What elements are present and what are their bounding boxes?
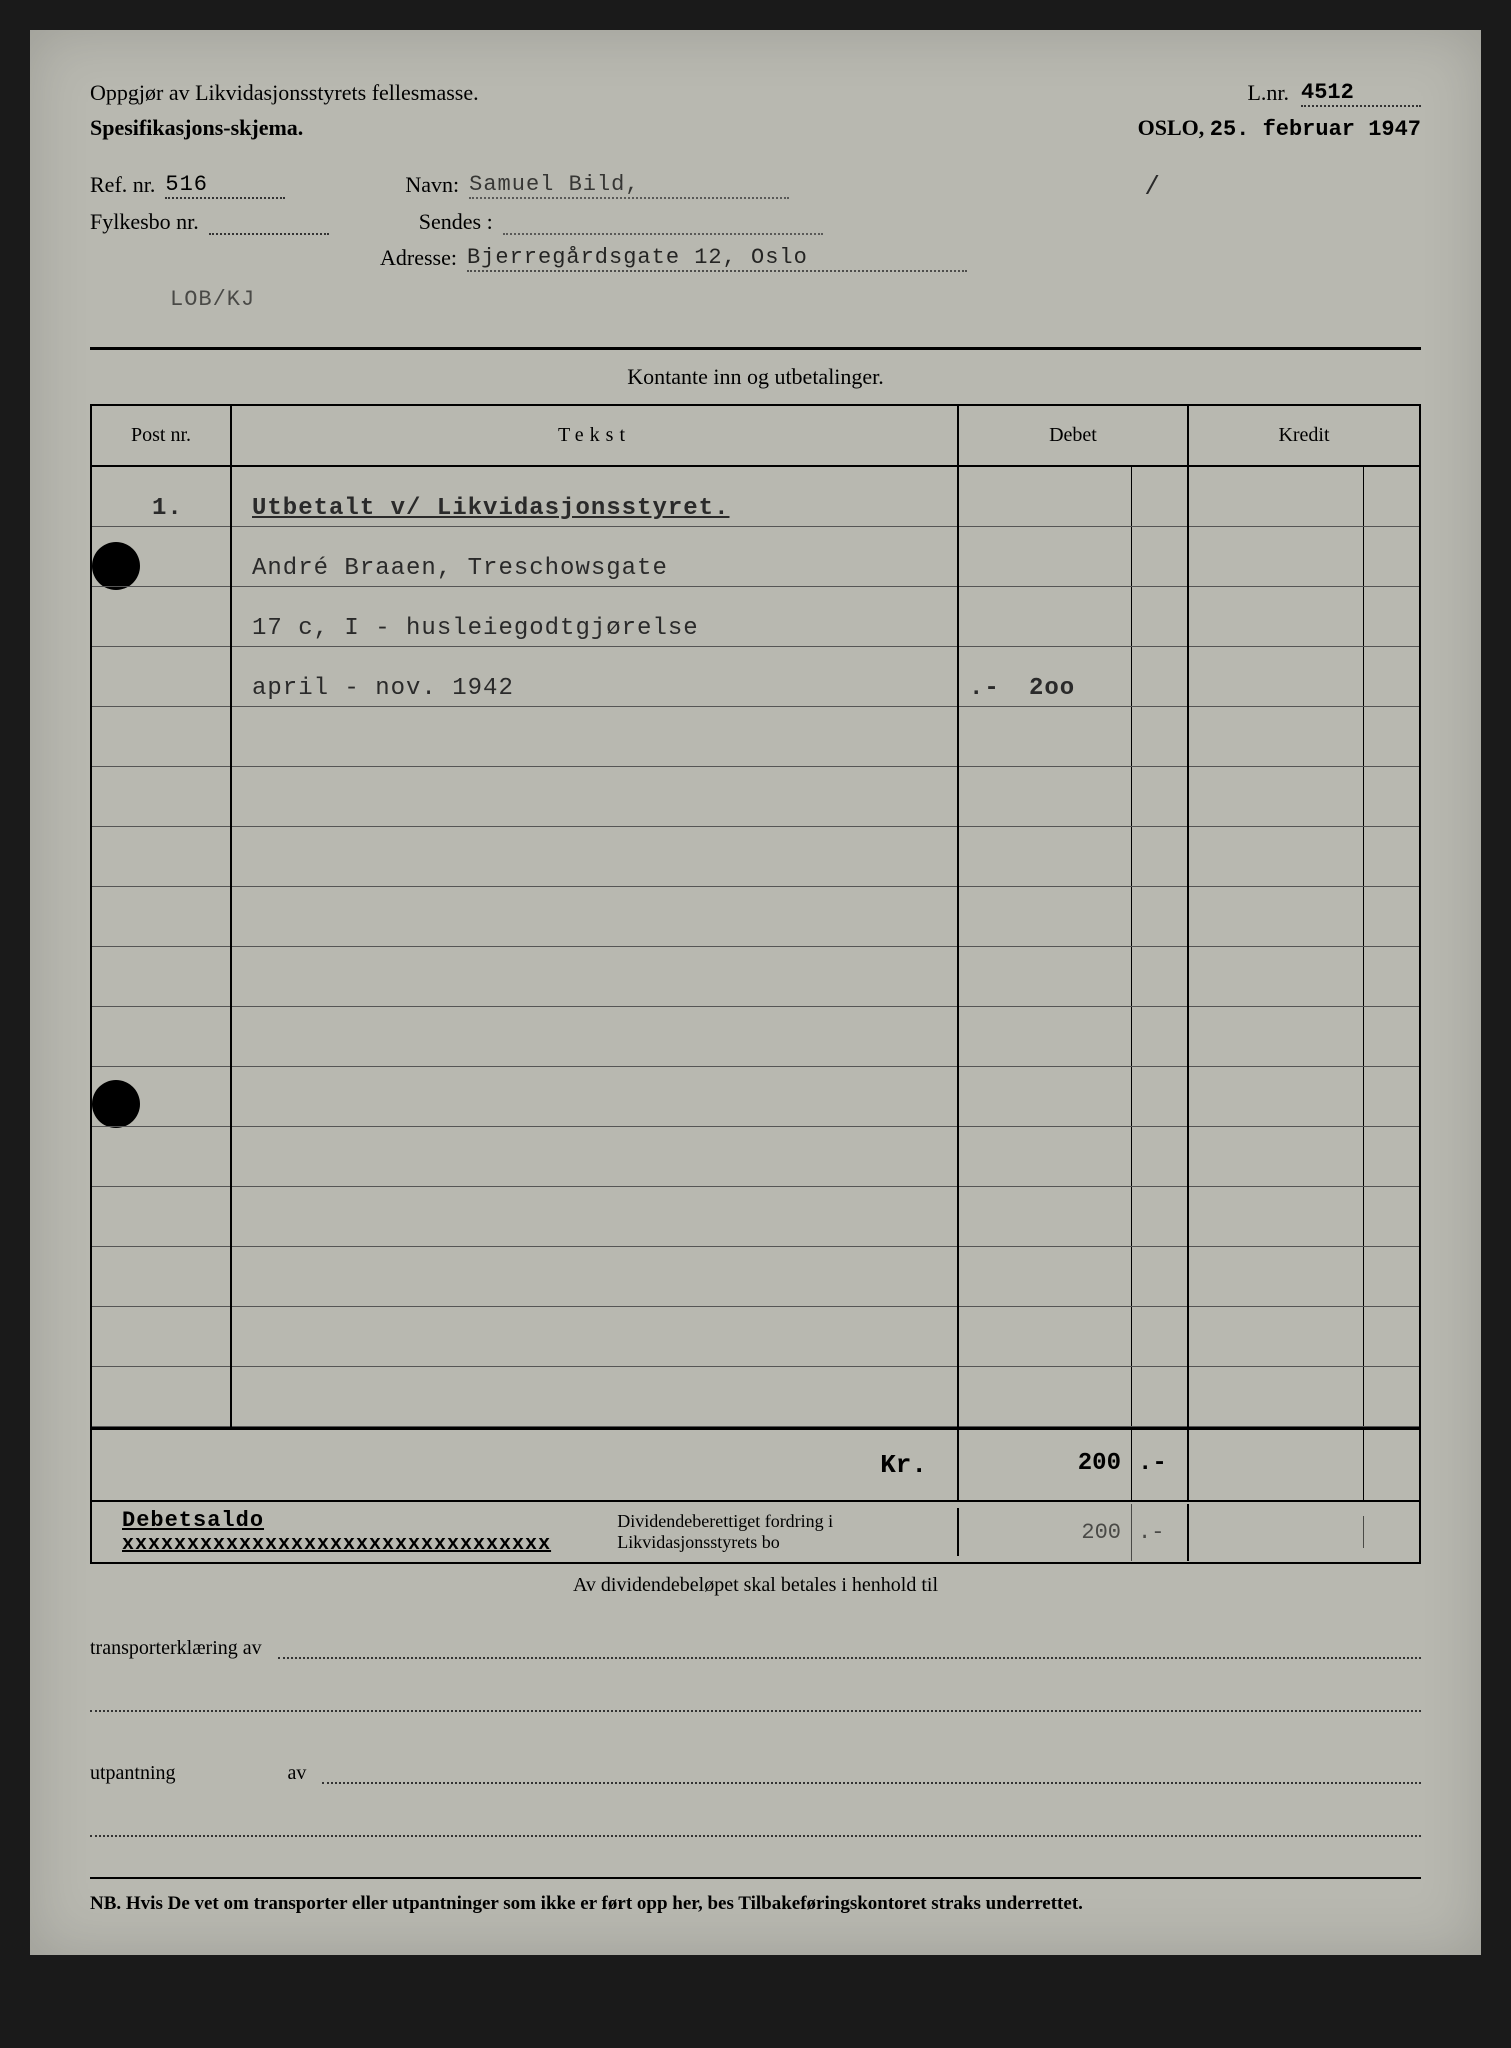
slash-mark: / [1144,172,1161,202]
dividend-debet-cents: .- [1132,1504,1187,1561]
place-date: OSLO, 25. februar 1947 [1138,115,1421,142]
ledger-header: Post nr. Tekst Debet Kredit [92,406,1419,467]
rule [90,347,1421,350]
sendes-label: Sendes : [419,209,493,235]
dividend-kredit [1189,1516,1419,1548]
total-debet-cents: .- [1132,1430,1187,1500]
navn-value: Samuel Bild, [469,172,789,199]
total-row: Kr. 200 .- [90,1427,1421,1502]
col-tekst-header: Tekst [232,406,959,465]
document-page: Oppgjør av Likvidasjonsstyrets fellesmas… [30,30,1481,1955]
entry-line2: André Braaen, Treschowsgate [252,555,668,582]
lnr-value: 4512 [1301,80,1421,107]
debet-column: 2oo .- [959,467,1189,1427]
fordring-label: Dividendeberettiget fordring i Likvidasj… [617,1511,947,1553]
col-debet-header: Debet [959,406,1189,465]
debet-label: Debet [965,424,1181,447]
dividend-row: Debetsaldo xxxxxxxxxxxxxxxxxxxxxxxxxxxxx… [90,1502,1421,1564]
dividend-text: Debetsaldo xxxxxxxxxxxxxxxxxxxxxxxxxxxxx… [92,1508,959,1556]
lnr-label: L.nr. [1247,80,1289,107]
entry-debet-cents: .- [969,675,1000,702]
total-debet-main: 200 [959,1430,1132,1500]
refnr-label: Ref. nr. [90,172,155,199]
entry-line3: 17 c, I - husleiegodtgjørelse [252,615,699,642]
dividend-debet-main: 200 [959,1504,1132,1561]
col-kredit-header: Kredit [1189,406,1419,465]
date-typed: 25. februar 1947 [1210,117,1421,142]
section-title: Kontante inn og utbetalinger. [90,356,1421,404]
lnr-group: L.nr. 4512 [1247,80,1421,107]
entry-line4: april - nov. 1942 [252,675,514,702]
total-debet: 200 .- [959,1430,1189,1500]
place: OSLO, [1138,115,1205,140]
fylkesbo-value [209,209,329,235]
header-row: Oppgjør av Likvidasjonsstyrets fellesmas… [90,80,1421,107]
post-column: 1. [92,467,232,1427]
total-label: Kr. [92,1430,959,1500]
blank-line [90,1710,1421,1712]
kredit-column [1189,467,1419,1427]
col-post-header: Post nr. [92,406,232,465]
blank-line [322,1764,1421,1784]
xxx-strikeout: xxxxxxxxxxxxxxxxxxxxxxxxxxxxxxxxx [122,1533,551,1556]
header-row: Spesifikasjons-skjema. OSLO, 25. februar… [90,115,1421,142]
debetsaldo: Debetsaldo [122,1508,264,1533]
av-label: av [288,1762,307,1785]
total-kredit [1189,1430,1419,1500]
reference-block: / Ref. nr. 516 Navn: Samuel Bild, Fylkes… [90,172,1421,312]
blank-line [90,1835,1421,1837]
ledger-table: Post nr. Tekst Debet Kredit 1. Utbetalt … [90,404,1421,1427]
sendes-value [503,209,823,235]
blank-line [278,1639,1421,1659]
adresse-value: Bjerregårdsgate 12, Oslo [467,245,967,272]
transport-label: transporterklæring av [90,1637,262,1660]
utpantning-line: utpantning av [90,1762,1421,1785]
adresse-label: Adresse: [380,245,457,272]
navn-label: Navn: [405,172,459,199]
utpantning-label: utpantning [90,1762,176,1785]
refnr-value: 516 [165,172,285,199]
ledger-body: 1. Utbetalt v/ Likvidasjonsstyret. André… [92,467,1419,1427]
fylkesbo-label: Fylkesbo nr. [90,209,199,235]
header-title: Oppgjør av Likvidasjonsstyrets fellesmas… [90,80,479,107]
nb-text: NB. Hvis De vet om transporter eller utp… [90,1893,1083,1914]
dividend-debet: 200 .- [959,1504,1189,1561]
lob-code: LOB/KJ [170,287,1421,312]
nb-note: NB. Hvis De vet om transporter eller utp… [90,1877,1421,1915]
tekst-column: Utbetalt v/ Likvidasjonsstyret. André Br… [232,467,959,1427]
entry-line1: Utbetalt v/ Likvidasjonsstyret. [252,495,729,522]
kredit-label: Kredit [1195,424,1413,447]
below-note: Av dividendebeløpet skal betales i henho… [90,1564,1421,1615]
entry-post: 1. [152,495,183,522]
form-name: Spesifikasjons-skjema. [90,115,303,142]
transport-line: transporterklæring av [90,1637,1421,1660]
